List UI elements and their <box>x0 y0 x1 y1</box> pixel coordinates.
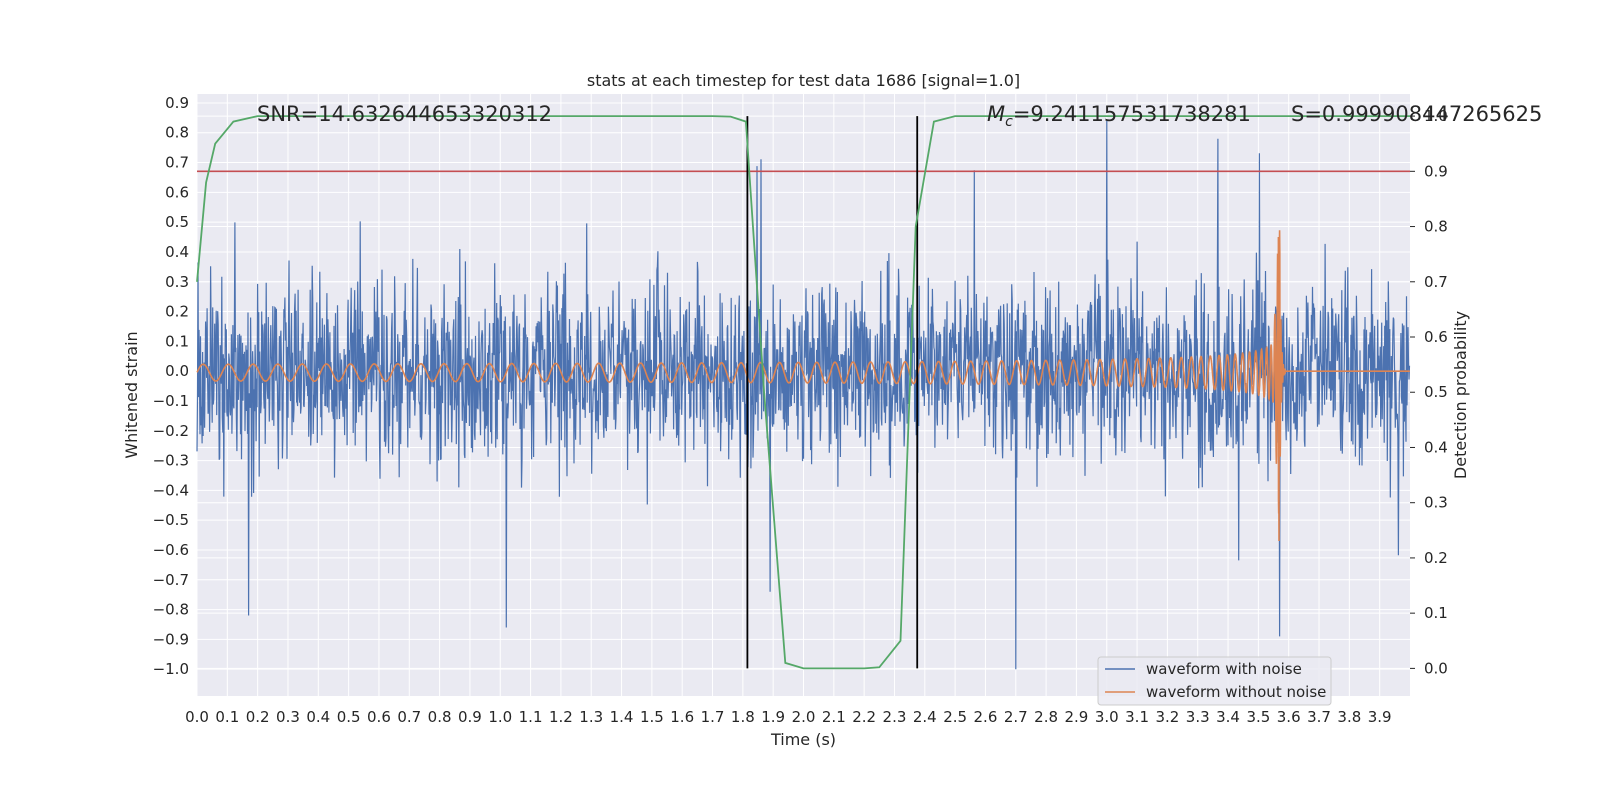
x-tick-label: 2.2 <box>852 708 876 726</box>
y-tick-label: 0.5 <box>165 213 189 231</box>
series-clean-waveform <box>196 230 1410 542</box>
y-tick-label: −0.3 <box>153 452 189 470</box>
y2-tick-label: 0.8 <box>1424 218 1448 236</box>
x-tick-label: 3.6 <box>1277 708 1301 726</box>
mc-value: =9.241157531738281 <box>1013 102 1251 126</box>
x-tick-label: 2.3 <box>883 708 907 726</box>
chart-title: stats at each timestep for test data 168… <box>587 71 1020 90</box>
series-noisy-waveform <box>196 120 1411 670</box>
mc-subscript: c <box>1005 114 1013 130</box>
x-tick-label: 1.5 <box>640 708 664 726</box>
y-tick-label: 0.1 <box>165 332 189 350</box>
x-tick-label: 2.7 <box>1004 708 1028 726</box>
x-tick-label: 3.3 <box>1186 708 1210 726</box>
x-tick-label: 3.2 <box>1155 708 1179 726</box>
y-tick-label: 0.7 <box>165 154 189 172</box>
clean-waveform-layer <box>196 230 1410 542</box>
x-tick-label: 0.7 <box>397 708 421 726</box>
y2-tick-label: 1.0 <box>1424 107 1448 125</box>
x-tick-label: 0.1 <box>215 708 239 726</box>
x-tick-label: 2.1 <box>822 708 846 726</box>
y2-tick-label: 0.9 <box>1424 162 1448 180</box>
x-tick-label: 1.2 <box>549 708 573 726</box>
x-tick-label: 0.8 <box>428 708 452 726</box>
x-tick-label: 1.1 <box>519 708 543 726</box>
y2-axis-label: Detection probability <box>1451 311 1470 479</box>
y2-tick-label: 0.0 <box>1424 659 1448 677</box>
y2-tick-label: 0.4 <box>1424 438 1448 456</box>
x-tick-label: 0.2 <box>246 708 270 726</box>
x-tick-label: 0.4 <box>306 708 330 726</box>
y-tick-label: 0.0 <box>165 362 189 380</box>
x-tick-label: 1.7 <box>701 708 725 726</box>
x-axis-label: Time (s) <box>770 730 836 749</box>
legend: waveform with noise waveform without noi… <box>1097 656 1332 706</box>
y-tick-label: 0.2 <box>165 303 189 321</box>
x-tick-label: 3.9 <box>1368 708 1392 726</box>
x-tick-label: 2.9 <box>1064 708 1088 726</box>
x-tick-label: 0.6 <box>367 708 391 726</box>
y-axis-label: Whitened strain <box>122 331 141 458</box>
y2-tick-label: 0.2 <box>1424 549 1448 567</box>
y-tick-label: −0.1 <box>153 392 189 410</box>
y-tick-label: 0.6 <box>165 183 189 201</box>
x-tick-label: 3.1 <box>1125 708 1149 726</box>
mc-symbol: M <box>987 102 1005 126</box>
x-tick-label: 0.9 <box>458 708 482 726</box>
x-tick-label: 0.3 <box>276 708 300 726</box>
series-detection-probability <box>196 115 1410 670</box>
x-tick-label: 1.4 <box>610 708 634 726</box>
y-tick-label: −0.2 <box>153 422 189 440</box>
noisy-waveform-layer <box>196 120 1411 670</box>
y2-tick-label: 0.7 <box>1424 273 1448 291</box>
x-tick-label: 2.5 <box>943 708 967 726</box>
snr-annotation: SNR=14.632644653320312 <box>257 102 552 126</box>
x-tick-label: 1.3 <box>579 708 603 726</box>
y2-tick-label: 0.1 <box>1424 604 1448 622</box>
x-tick-label: 3.7 <box>1307 708 1331 726</box>
legend-label-clean: waveform without noise <box>1146 683 1326 701</box>
overlay-layer <box>196 115 1410 670</box>
y-tick-label: −0.8 <box>153 601 189 619</box>
x-tick-label: 2.0 <box>792 708 816 726</box>
y-tick-label: −0.7 <box>153 571 189 589</box>
y2-tick-label: 0.6 <box>1424 328 1448 346</box>
legend-label-noisy: waveform with noise <box>1146 660 1302 678</box>
chirp-mass-annotation: Mc=9.241157531738281 <box>987 102 1251 130</box>
y-tick-label: −0.9 <box>153 630 189 648</box>
tick-labels: 0.0 0.1 0.2 0.3 0.4 0.5 0.6 0.7 0.8 0.9 1.0 1.1 1.2 1… <box>153 94 1448 726</box>
x-tick-label: 0.0 <box>185 708 209 726</box>
x-tick-label: 2.6 <box>974 708 998 726</box>
x-tick-label: 1.8 <box>731 708 755 726</box>
y-tick-label: −0.6 <box>153 541 189 559</box>
x-tick-label: 2.4 <box>913 708 937 726</box>
stat-annotation: S=0.999908447265625 <box>1291 102 1542 126</box>
y-tick-label: 0.4 <box>165 243 189 261</box>
y-tick-label: 0.9 <box>165 94 189 112</box>
y-tick-label: −1.0 <box>153 660 189 678</box>
y-tick-label: −0.4 <box>153 481 189 499</box>
y-tick-label: 0.8 <box>165 124 189 142</box>
x-tick-label: 3.8 <box>1337 708 1361 726</box>
x-tick-label: 3.4 <box>1216 708 1240 726</box>
x-tick-label: 3.5 <box>1246 708 1270 726</box>
y2-tick-label: 0.3 <box>1424 494 1448 512</box>
x-tick-label: 0.5 <box>337 708 361 726</box>
legend-box <box>1097 656 1332 706</box>
y-tick-label: −0.5 <box>153 511 189 529</box>
y-tick-label: 0.3 <box>165 273 189 291</box>
x-tick-label: 3.0 <box>1095 708 1119 726</box>
x-tick-label: 2.8 <box>1034 708 1058 726</box>
x-tick-label: 1.6 <box>670 708 694 726</box>
y2-tick-label: 0.5 <box>1424 383 1448 401</box>
x-tick-label: 1.0 <box>488 708 512 726</box>
x-tick-label: 1.9 <box>761 708 785 726</box>
